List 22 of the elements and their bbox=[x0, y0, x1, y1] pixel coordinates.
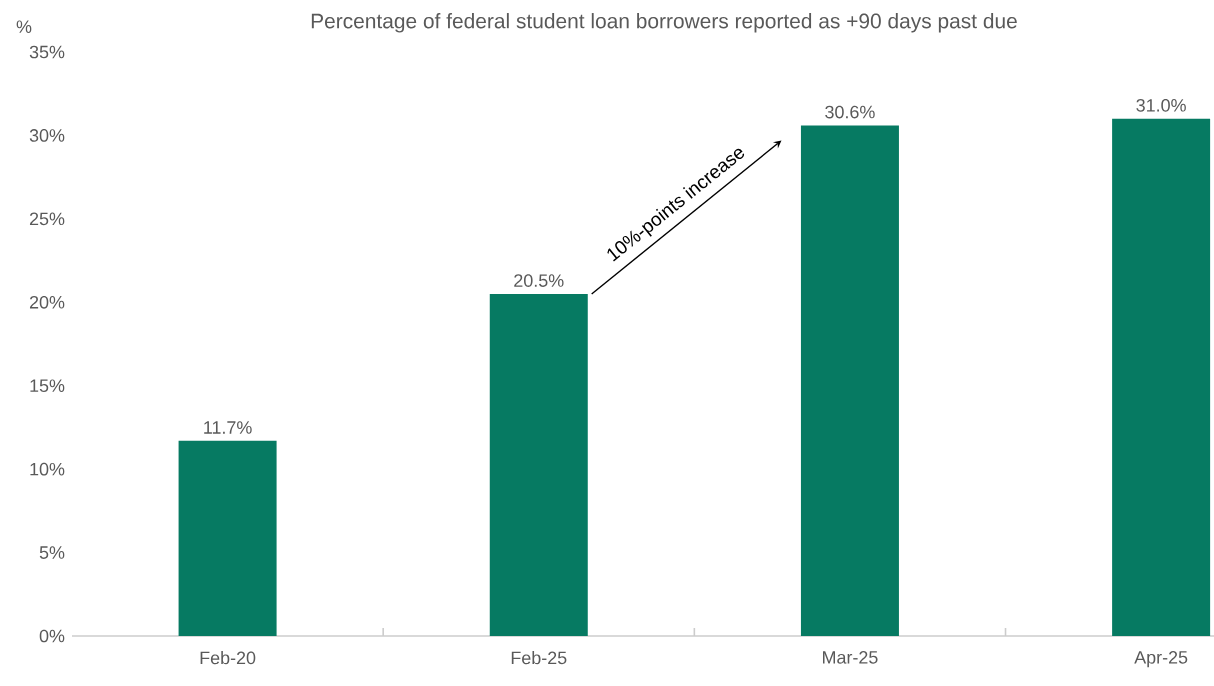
data-label: 11.7% bbox=[204, 421, 252, 434]
data-label: 30.6% bbox=[825, 105, 875, 119]
y-tick-label: 5% bbox=[39, 546, 65, 559]
y-tick-label: 10% bbox=[30, 462, 65, 476]
bar bbox=[1112, 118, 1211, 636]
x-tick-label: Feb-20 bbox=[200, 651, 256, 665]
x-tick-label: Apr-25 bbox=[1134, 651, 1188, 668]
y-tick-label: 35% bbox=[29, 45, 65, 59]
bar bbox=[178, 440, 277, 636]
chart-title: Percentage of federal student loan borrowers reported as +90 days past due bbox=[311, 13, 1017, 33]
x-tick-label: Feb-25 bbox=[511, 651, 567, 665]
y-tick-label: 15% bbox=[30, 379, 65, 393]
bar bbox=[800, 125, 899, 636]
y-axis-title: % bbox=[16, 20, 32, 33]
bar bbox=[489, 293, 588, 636]
x-tick-label: Mar-25 bbox=[823, 651, 878, 664]
y-tick-label: 0% bbox=[39, 629, 65, 643]
data-label: 20.5% bbox=[514, 274, 564, 287]
y-tick-label: 30% bbox=[29, 129, 65, 142]
y-tick-label: 25% bbox=[29, 212, 65, 226]
y-tick-label: 20% bbox=[29, 295, 65, 309]
data-label: 31.0% bbox=[1136, 99, 1186, 112]
